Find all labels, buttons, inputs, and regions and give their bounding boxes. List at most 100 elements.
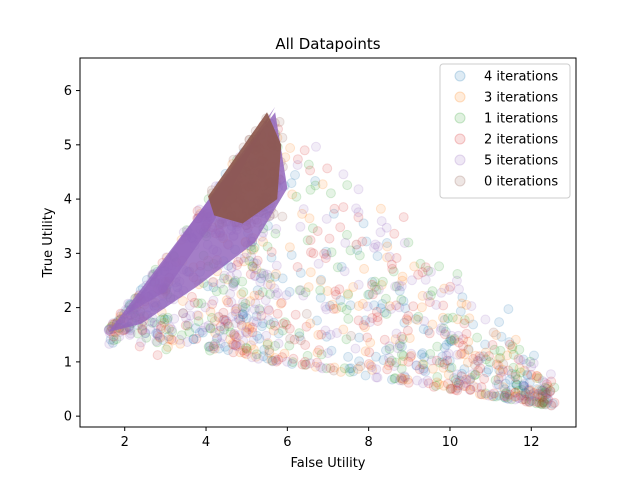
data-point	[413, 269, 424, 280]
data-point	[418, 359, 429, 370]
data-point	[152, 328, 163, 339]
data-point	[483, 364, 494, 375]
data-point	[151, 336, 162, 347]
data-point	[271, 224, 282, 234]
data-point	[228, 339, 239, 350]
data-point	[425, 290, 436, 301]
data-point	[391, 281, 402, 292]
data-point	[510, 387, 521, 398]
data-point	[305, 184, 316, 195]
data-point	[247, 352, 257, 363]
data-point	[407, 275, 417, 286]
data-point	[470, 369, 481, 380]
legend-box	[439, 63, 571, 199]
data-point	[537, 398, 547, 409]
data-point	[188, 334, 199, 345]
data-point	[301, 308, 312, 319]
data-point	[176, 330, 187, 341]
data-point	[464, 375, 475, 386]
data-point	[185, 310, 196, 321]
data-point	[261, 330, 272, 341]
data-point	[169, 313, 180, 324]
data-point	[251, 349, 262, 360]
data-point	[380, 293, 391, 304]
data-point	[529, 388, 539, 398]
data-point	[396, 281, 407, 292]
legend-label: 4 iterations	[484, 70, 558, 85]
data-point	[316, 274, 327, 285]
data-point	[397, 275, 408, 286]
data-point	[495, 345, 506, 356]
x-tick-label: 4	[202, 435, 210, 450]
data-point	[538, 397, 549, 408]
data-point	[180, 320, 191, 331]
data-point	[315, 361, 326, 372]
data-point	[453, 378, 464, 389]
data-point	[331, 303, 342, 314]
data-point	[310, 176, 321, 186]
data-point	[233, 313, 244, 324]
data-point	[366, 362, 377, 372]
x-tick-label: 12	[523, 435, 540, 450]
data-point	[348, 366, 359, 377]
data-points	[103, 106, 560, 411]
data-point	[147, 317, 158, 328]
data-point	[509, 391, 520, 402]
data-point	[491, 391, 502, 402]
data-point	[300, 359, 310, 370]
data-point	[524, 396, 535, 407]
data-point	[444, 336, 455, 347]
data-point	[439, 283, 450, 294]
data-point	[285, 143, 296, 153]
data-point	[288, 353, 299, 364]
data-point	[253, 353, 264, 364]
data-point	[476, 382, 487, 393]
data-point	[434, 261, 445, 272]
data-point	[528, 358, 539, 369]
data-point	[486, 391, 497, 402]
data-point	[391, 300, 402, 311]
data-point	[531, 370, 542, 381]
data-point	[230, 306, 241, 317]
data-point	[251, 317, 262, 328]
data-point	[461, 374, 472, 385]
data-point	[247, 327, 258, 338]
data-point	[225, 327, 236, 338]
data-point	[273, 328, 284, 339]
data-point	[320, 301, 331, 312]
data-point	[450, 375, 461, 385]
data-point	[162, 314, 173, 325]
data-point	[432, 341, 443, 352]
data-point	[397, 375, 408, 386]
data-point	[506, 368, 517, 379]
data-point	[152, 337, 163, 348]
data-point	[230, 318, 241, 328]
data-point	[322, 286, 333, 296]
data-point	[246, 251, 257, 262]
data-point	[238, 309, 248, 320]
data-point	[255, 305, 266, 316]
data-point	[449, 333, 460, 344]
data-point	[237, 345, 248, 356]
data-point	[321, 213, 332, 224]
data-point	[511, 379, 522, 390]
data-point	[228, 347, 239, 358]
data-point	[222, 318, 233, 329]
data-point	[269, 283, 280, 294]
data-point	[445, 383, 456, 394]
data-point	[241, 327, 252, 338]
data-point	[438, 312, 448, 323]
data-point	[411, 360, 422, 371]
data-point	[248, 244, 259, 255]
data-point	[326, 247, 337, 258]
data-point	[499, 390, 510, 401]
data-point	[208, 295, 219, 306]
data-point	[493, 360, 504, 371]
data-point	[503, 393, 514, 404]
data-point	[208, 323, 219, 334]
data-point	[499, 392, 510, 403]
data-point	[317, 363, 328, 374]
data-point	[459, 318, 470, 329]
data-point	[268, 317, 279, 328]
data-point	[184, 300, 195, 311]
